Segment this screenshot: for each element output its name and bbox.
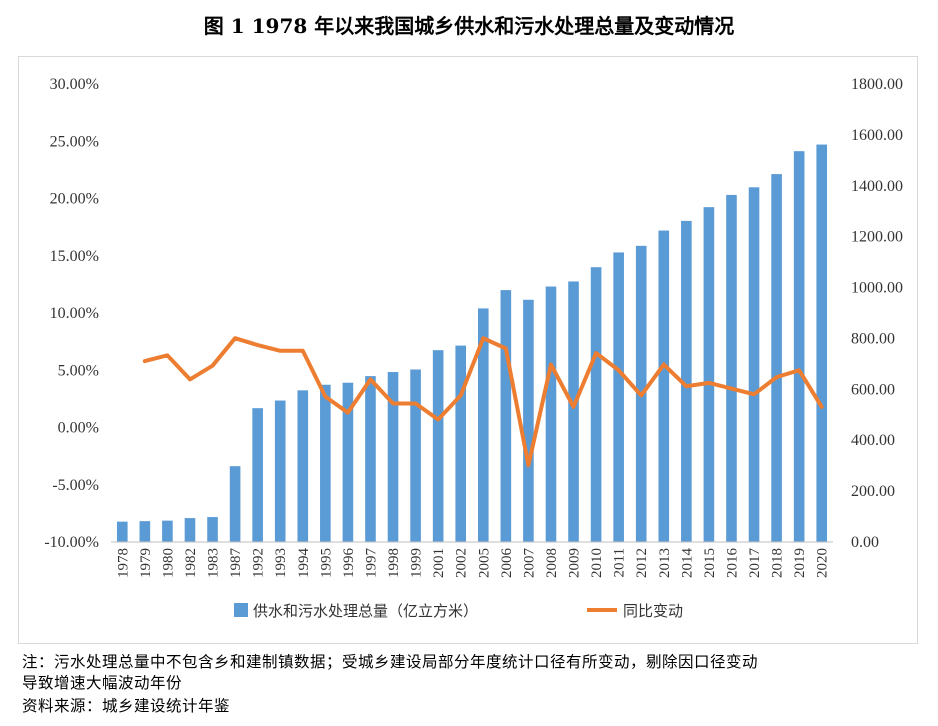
bar <box>816 144 828 542</box>
x-tick-label: 1998 <box>386 548 402 578</box>
bar <box>207 517 218 542</box>
bar <box>229 466 241 542</box>
legend-label-bar: 供水和污水处理总量（亿立方米） <box>253 602 478 620</box>
bar <box>365 376 376 542</box>
y-right-tick-label: 1400.00 <box>851 178 903 195</box>
bar <box>658 230 670 542</box>
bar <box>116 521 128 542</box>
line-series-yoy <box>142 336 824 468</box>
bar <box>545 286 557 542</box>
bar <box>793 151 805 542</box>
x-tick-label: 1996 <box>341 548 357 579</box>
bar <box>297 390 309 542</box>
bar <box>748 187 760 542</box>
x-tick-label: 1979 <box>138 548 154 578</box>
x-tick-label: 2020 <box>815 548 831 578</box>
x-tick-label: 2002 <box>454 548 470 578</box>
x-tick-label: 2014 <box>679 548 695 579</box>
bar <box>410 369 421 542</box>
y-right-tick-label: 0.00 <box>851 534 879 551</box>
note-line-1: 注：污水处理总量中不包含乡和建制镇数据；受城乡建设局部分年度统计口径有所变动，剔… <box>22 653 759 671</box>
x-tick-label: 1992 <box>251 548 267 578</box>
x-tick-label: 2005 <box>476 548 492 578</box>
source-line: 资料来源：城乡建设统计年鉴 <box>22 697 231 715</box>
bar <box>477 308 489 542</box>
x-tick-label: 1993 <box>273 548 289 578</box>
y-right-tick-label: 1000.00 <box>851 280 903 297</box>
x-tick-label: 2010 <box>589 548 605 578</box>
y-left-tick-label: 15.00% <box>50 248 99 265</box>
x-tick-label: 2016 <box>724 548 740 579</box>
bar <box>726 194 737 542</box>
x-tick-label: 2012 <box>634 548 650 578</box>
x-tick-label: 1987 <box>228 548 244 579</box>
y-left-tick-label: 10.00% <box>50 305 99 322</box>
x-tick-label: 1994 <box>296 548 312 579</box>
x-tick-label: 1980 <box>160 548 176 578</box>
legend-label-line: 同比变动 <box>623 602 683 620</box>
x-tick-label: 1995 <box>318 548 334 578</box>
y-left-tick-label: 30.00% <box>50 76 99 93</box>
x-tick-label: 1978 <box>115 548 131 578</box>
bar <box>184 518 196 542</box>
x-tick-label: 2006 <box>499 548 515 579</box>
y-right-tick-label: 600.00 <box>851 381 895 398</box>
bar <box>613 252 624 543</box>
x-tick-label: 1982 <box>183 548 199 578</box>
x-tick-label: 1997 <box>363 548 379 579</box>
y-right-tick-label: 400.00 <box>851 432 895 449</box>
y-right-tick-label: 1200.00 <box>851 229 903 246</box>
y-right-tick-label: 1800.00 <box>851 76 903 93</box>
bar <box>387 372 399 542</box>
y-left-tick-label: 0.00% <box>58 420 99 437</box>
y-right-tick-label: 200.00 <box>851 483 895 500</box>
x-tick-label: 2011 <box>612 548 628 577</box>
bar <box>162 520 173 542</box>
y-right-tick-label: 1600.00 <box>851 127 903 144</box>
y-left-tick-label: 5.00% <box>58 362 99 379</box>
bar <box>139 521 151 542</box>
y-left-tick-label: 20.00% <box>50 191 99 208</box>
bar <box>500 290 512 542</box>
x-tick-label: 1999 <box>409 548 425 578</box>
y-left-tick-label: 25.00% <box>50 133 99 150</box>
bar <box>432 350 444 542</box>
y-right-tick-label: 800.00 <box>851 330 895 347</box>
x-tick-label: 2019 <box>792 548 808 578</box>
x-tick-label: 2013 <box>657 548 673 578</box>
y-left-tick-label: -10.00% <box>44 534 99 551</box>
x-tick-label: 2008 <box>544 548 560 578</box>
x-tick-label: 2017 <box>747 548 763 579</box>
bar <box>523 299 534 542</box>
note-line-2: 导致增速大幅波动年份 <box>22 674 183 692</box>
x-tick-label: 1983 <box>206 548 222 578</box>
bar <box>455 345 467 542</box>
bar <box>771 174 782 542</box>
bar <box>252 408 263 542</box>
x-tick-label: 2007 <box>521 548 537 579</box>
x-tick-label: 2009 <box>567 548 583 578</box>
x-tick-label: 2001 <box>431 548 447 578</box>
combo-chart: -10.00% -5.00% 0.00% 5.00% 10.00% 15.00% 20.00… <box>44 76 903 620</box>
chart-frame: -10.00% -5.00% 0.00% 5.00% 10.00% 15.00% 20.00… <box>18 56 918 644</box>
bar <box>703 207 715 542</box>
bar <box>342 382 354 542</box>
bar <box>681 220 692 542</box>
bar <box>590 267 602 542</box>
bar <box>568 281 579 542</box>
x-tick-label: 2015 <box>702 548 718 578</box>
bar <box>274 400 286 542</box>
legend-swatch-bar <box>234 603 248 617</box>
x-tick-label: 2018 <box>770 548 786 578</box>
figure-title: 图 1 1978 年以来我国城乡供水和污水处理总量及变动情况 <box>203 14 735 38</box>
y-left-tick-label: -5.00% <box>52 477 99 494</box>
bar <box>320 384 331 542</box>
